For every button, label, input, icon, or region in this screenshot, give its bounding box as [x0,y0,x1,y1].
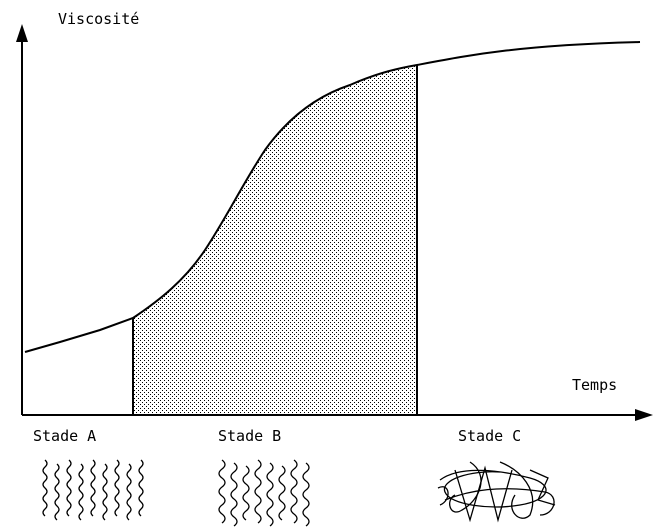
chain [219,460,225,523]
stage-b-area [133,65,417,415]
chain [231,463,237,526]
chain [103,464,107,520]
x-axis-label: Temps [572,376,617,394]
chain [79,464,83,520]
chain [255,460,261,523]
chain [139,460,143,516]
chains-wavy [219,460,309,526]
chain [91,460,95,516]
chains-tangled [438,462,555,520]
x-axis-arrow [635,409,653,421]
chains-aligned [43,460,143,520]
stage-label: Stade A [33,427,96,445]
chain [55,464,59,520]
stage-label: Stade C [458,427,521,445]
page: Viscosité Temps Stade A Stade B Stade C … [0,0,655,532]
chain [303,463,309,526]
y-axis-label: Viscosité [58,10,139,28]
y-axis-arrow [16,24,28,42]
chain [291,460,297,523]
chain [43,460,47,516]
chain [67,460,71,516]
chain [267,463,273,526]
diagram: Viscosité Temps Stade A Stade B Stade C [0,0,655,532]
chain [243,466,249,520]
chain [115,460,119,516]
chain [279,466,285,520]
stage-label: Stade B [218,427,281,445]
chain [127,464,131,520]
